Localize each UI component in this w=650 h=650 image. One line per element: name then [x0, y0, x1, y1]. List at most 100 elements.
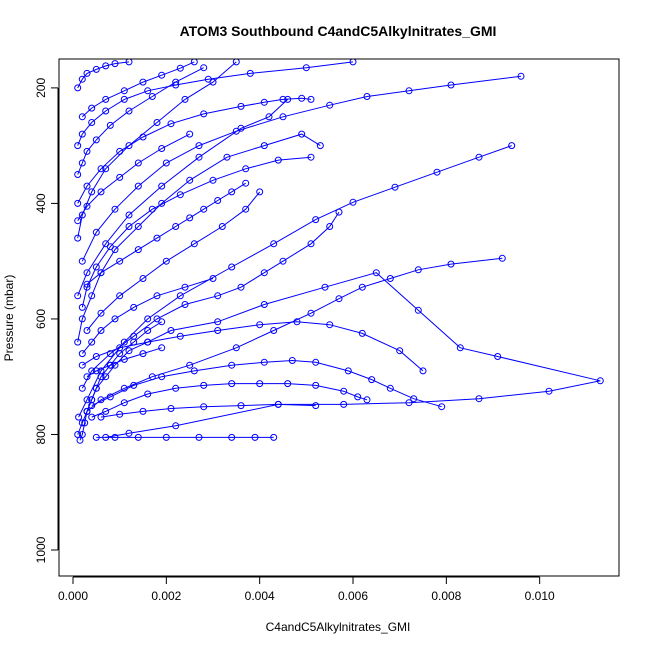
- data-point: [181, 301, 189, 308]
- data-point: [354, 393, 362, 401]
- data-point: [545, 387, 553, 395]
- data-point: [102, 62, 110, 70]
- data-point: [74, 171, 82, 178]
- series-line: [77, 321, 162, 435]
- data-point: [363, 396, 371, 404]
- data-point: [75, 413, 83, 421]
- data-point: [232, 127, 240, 135]
- data-point: [260, 142, 268, 150]
- data-point: [344, 367, 352, 375]
- data-point: [125, 142, 133, 150]
- data-point: [209, 275, 217, 282]
- data-point: [83, 182, 91, 190]
- data-point: [134, 433, 142, 441]
- data-point: [116, 173, 124, 181]
- data-point: [386, 275, 394, 282]
- data-point: [78, 361, 86, 369]
- series-line: [77, 61, 237, 239]
- x-tick-label: 0.000: [58, 589, 88, 603]
- data-point: [158, 199, 166, 207]
- profile-series-24: [74, 59, 133, 92]
- data-point: [186, 176, 194, 184]
- data-point: [88, 119, 96, 126]
- data-point: [228, 188, 236, 196]
- data-point: [130, 381, 138, 389]
- data-point: [419, 367, 427, 375]
- data-point: [74, 338, 82, 346]
- profile-series-21: [74, 130, 194, 225]
- data-point: [494, 353, 502, 360]
- data-point: [358, 283, 366, 291]
- data-point: [106, 350, 114, 358]
- x-axis-label: C4andC5Alkylnitrates_GMI: [266, 620, 411, 634]
- profile-series-22: [78, 275, 217, 358]
- data-point: [78, 350, 86, 358]
- data-point: [134, 223, 142, 230]
- y-tick-label: 200: [34, 78, 48, 98]
- data-point: [200, 381, 208, 389]
- data-point: [78, 431, 86, 438]
- data-point: [200, 403, 208, 411]
- data-point: [256, 321, 264, 329]
- data-point: [265, 113, 273, 121]
- data-point: [116, 257, 124, 265]
- y-tick-label: 1000: [34, 536, 48, 563]
- data-point: [97, 309, 105, 317]
- data-point: [349, 59, 357, 66]
- data-point: [405, 87, 413, 95]
- data-point: [405, 399, 413, 407]
- data-point: [302, 64, 310, 72]
- data-point: [204, 75, 212, 83]
- series-line: [77, 133, 321, 343]
- data-point: [256, 380, 264, 388]
- data-point: [153, 119, 161, 126]
- data-point: [158, 373, 166, 381]
- data-point: [326, 223, 334, 230]
- data-point: [190, 240, 198, 248]
- series-line: [77, 97, 312, 204]
- data-point: [111, 205, 119, 213]
- data-point: [106, 121, 114, 129]
- data-point: [144, 338, 152, 346]
- data-point: [134, 246, 142, 254]
- data-point: [288, 357, 296, 364]
- data-point: [176, 332, 184, 340]
- series-line: [86, 257, 503, 412]
- data-point: [92, 367, 100, 375]
- data-point: [172, 422, 180, 430]
- profile-series-8: [83, 254, 506, 415]
- data-point: [97, 188, 105, 196]
- data-point: [92, 65, 100, 73]
- data-point: [92, 228, 100, 236]
- data-point: [396, 347, 404, 355]
- profile-series-11: [74, 94, 315, 207]
- data-point: [260, 358, 268, 366]
- y-axis: 200 400 600 800 1000: [34, 78, 59, 563]
- data-point: [83, 69, 91, 77]
- data-point: [228, 263, 236, 271]
- plot-series-group: [74, 59, 604, 444]
- data-point: [83, 280, 91, 288]
- x-tick-label: 0.006: [338, 589, 368, 603]
- series-line: [77, 133, 190, 221]
- data-point: [190, 367, 198, 375]
- data-point: [83, 147, 91, 155]
- data-point: [125, 211, 133, 219]
- data-point: [74, 292, 82, 300]
- data-point: [186, 214, 194, 222]
- data-point: [209, 176, 217, 184]
- data-point: [78, 130, 86, 138]
- data-point: [116, 292, 124, 300]
- data-point: [139, 407, 147, 415]
- data-point: [74, 199, 82, 207]
- profile-series-18: [83, 179, 250, 288]
- data-point: [158, 145, 166, 152]
- data-point: [102, 373, 110, 381]
- x-tick-label: 0.008: [431, 589, 461, 603]
- data-point: [447, 81, 455, 89]
- data-point: [307, 95, 315, 103]
- series-line: [86, 182, 246, 285]
- x-axis: 0.000 0.002 0.004 0.006 0.008 0.010: [58, 576, 555, 603]
- data-point: [111, 361, 119, 369]
- data-point: [74, 217, 82, 225]
